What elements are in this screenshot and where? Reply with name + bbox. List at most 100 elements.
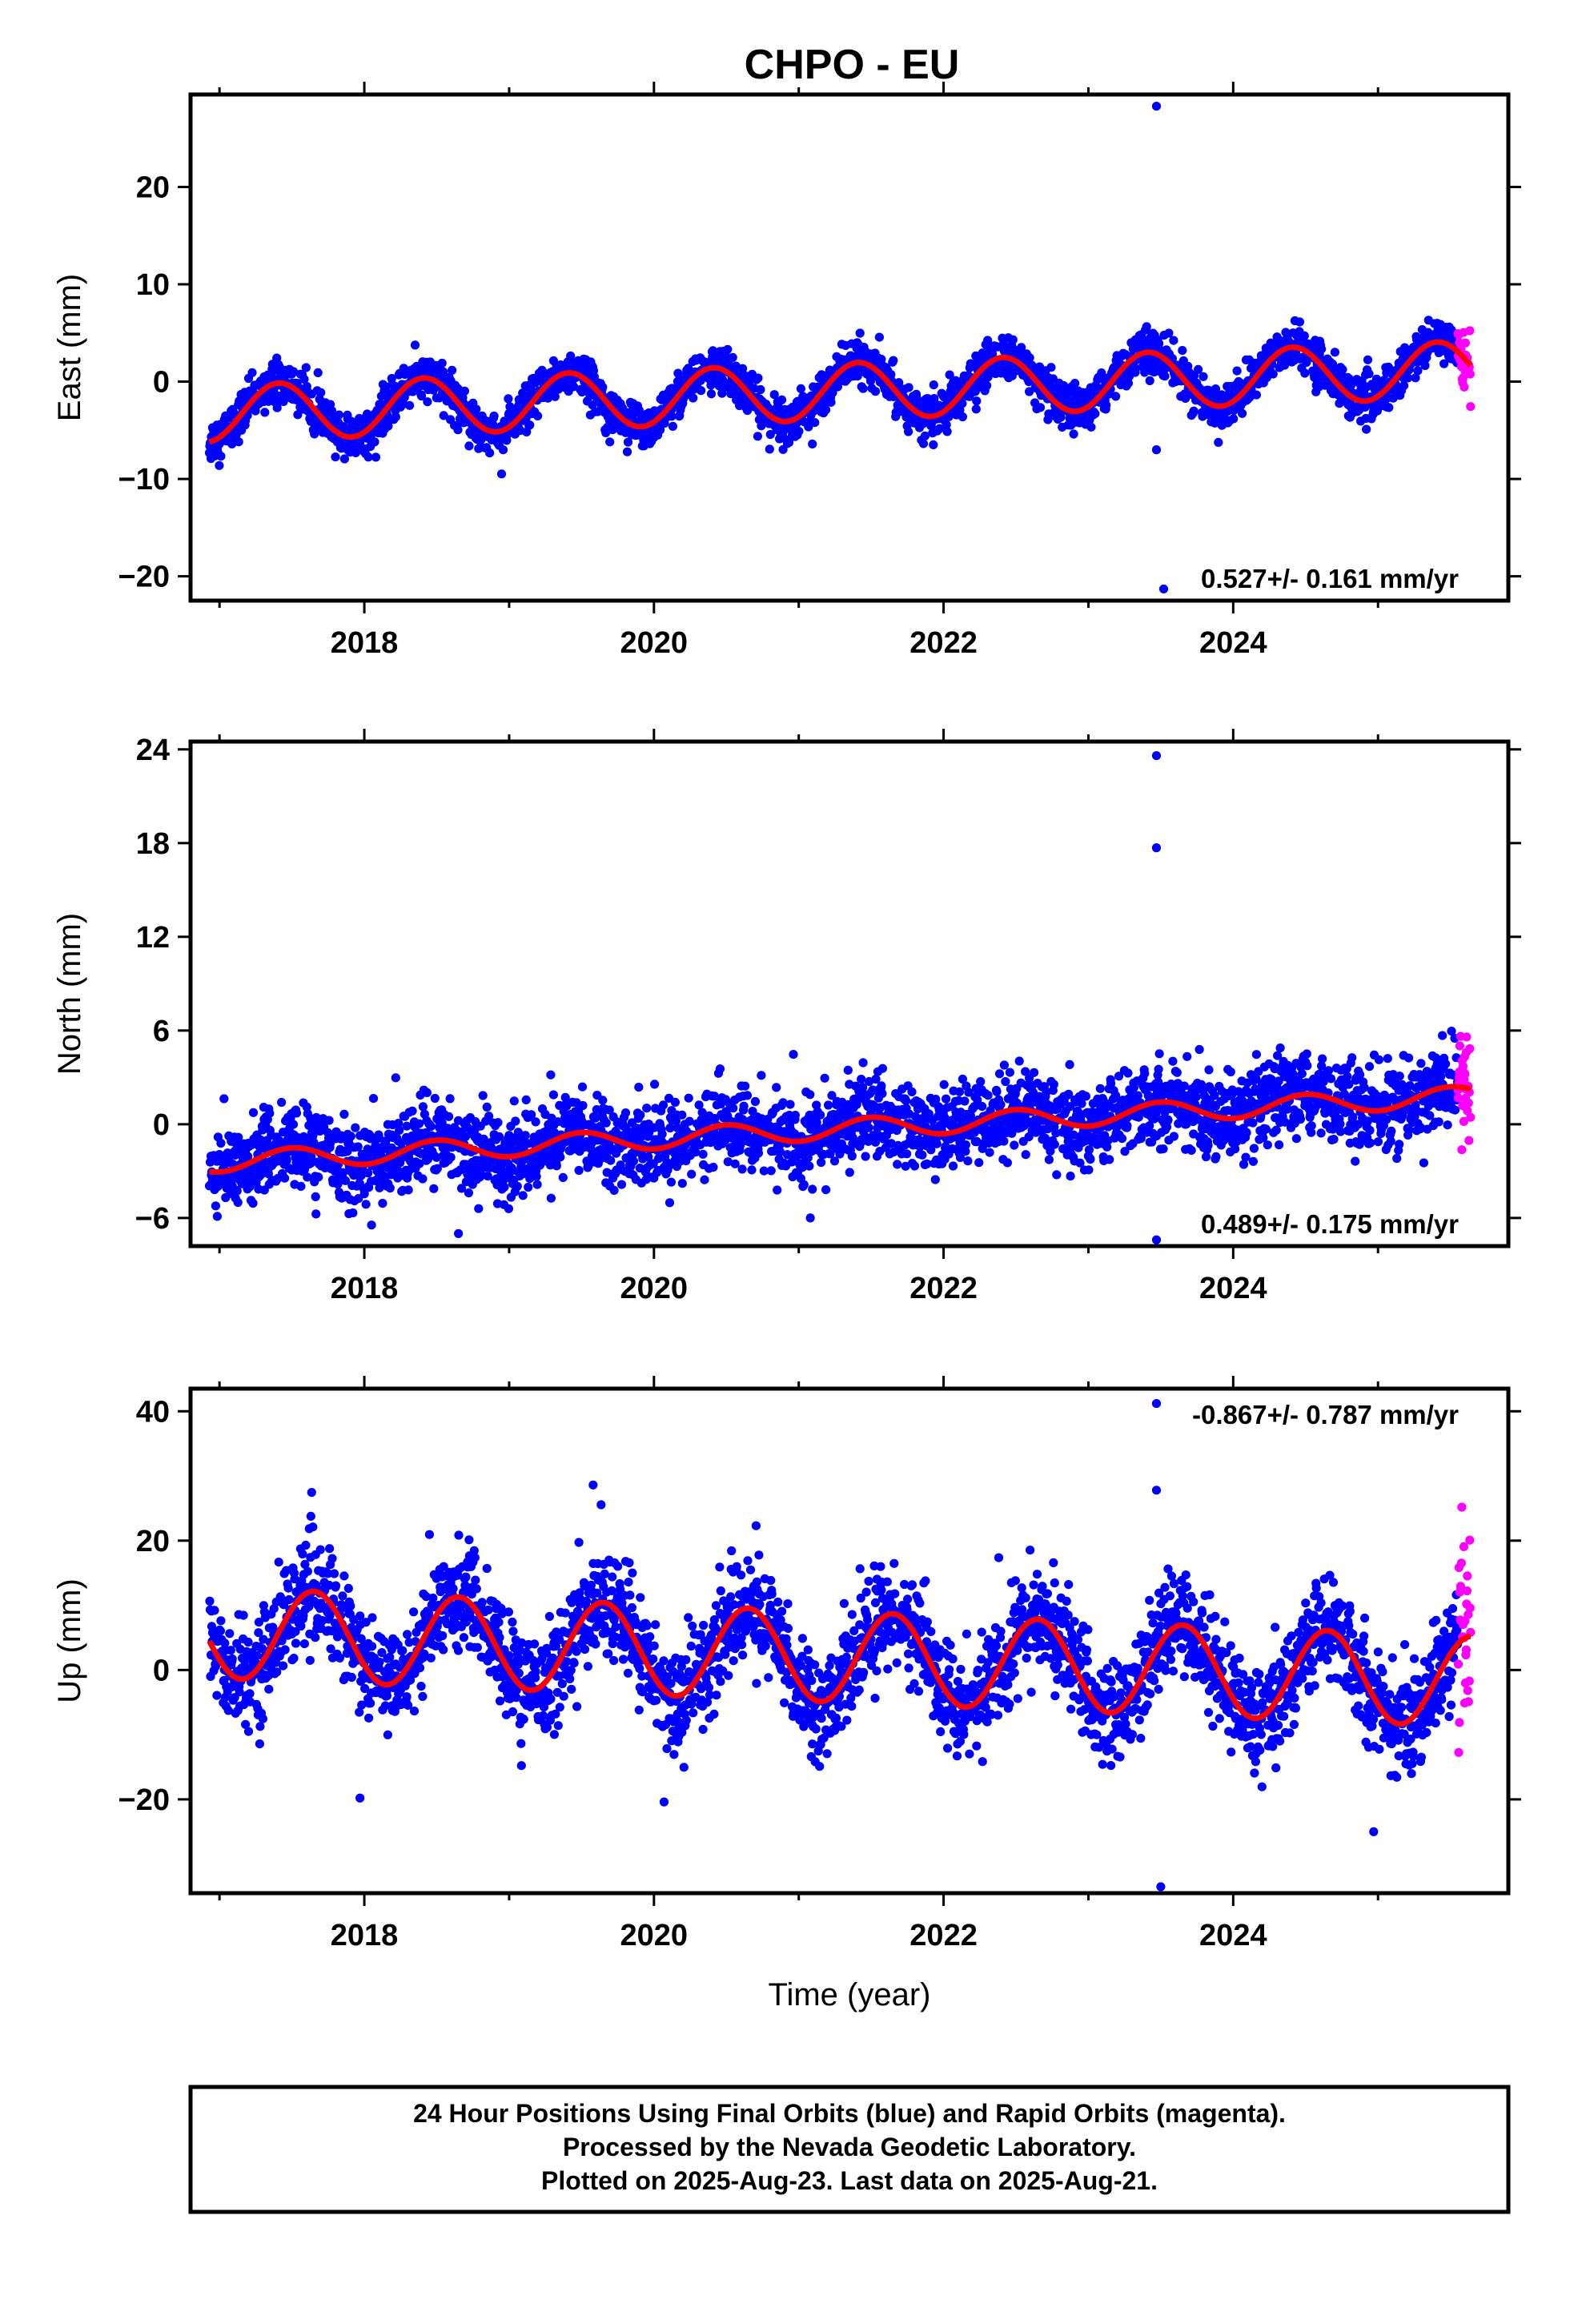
final-orbit-point bbox=[1075, 1158, 1085, 1168]
final-orbit-point bbox=[961, 1140, 970, 1150]
final-orbit-point bbox=[288, 1120, 299, 1129]
final-orbit-point bbox=[709, 1092, 720, 1101]
final-orbit-point bbox=[789, 1050, 798, 1059]
final-orbit-point bbox=[819, 1138, 829, 1148]
final-orbit-point bbox=[311, 1209, 321, 1219]
final-orbit-point bbox=[211, 1201, 220, 1211]
final-orbit-point bbox=[391, 412, 400, 422]
final-orbit-point bbox=[789, 1129, 800, 1139]
final-orbit-point bbox=[668, 421, 678, 432]
final-orbit-point bbox=[1070, 379, 1080, 388]
final-orbit-point bbox=[958, 412, 967, 422]
final-orbit-point bbox=[776, 1147, 785, 1156]
final-orbit-point bbox=[415, 1159, 424, 1168]
final-orbit-point bbox=[803, 1153, 813, 1163]
final-orbit-point bbox=[1084, 1165, 1094, 1175]
final-orbit-point bbox=[577, 1082, 588, 1092]
final-orbit-point bbox=[1021, 1067, 1030, 1076]
final-orbit-point bbox=[1245, 392, 1255, 402]
final-orbit-point bbox=[827, 1091, 837, 1100]
final-orbit-point bbox=[248, 1198, 258, 1208]
final-orbit-point bbox=[1081, 1092, 1090, 1101]
final-orbit-point bbox=[1384, 403, 1394, 412]
final-orbit-point bbox=[432, 1164, 442, 1173]
final-orbit-point bbox=[550, 392, 560, 401]
final-orbit-point bbox=[578, 1100, 588, 1111]
final-orbit-point bbox=[1123, 379, 1133, 388]
final-orbit-point bbox=[311, 1192, 320, 1201]
final-orbit-point bbox=[657, 1129, 667, 1139]
final-orbit-point bbox=[324, 1116, 334, 1125]
final-orbit-point bbox=[476, 1169, 486, 1179]
final-orbit-point bbox=[1007, 1128, 1017, 1138]
final-orbit-point bbox=[232, 1186, 242, 1196]
final-orbit-point bbox=[700, 1175, 709, 1184]
final-orbit-point bbox=[929, 440, 938, 450]
final-orbit-point bbox=[1317, 344, 1327, 354]
final-orbit-point bbox=[753, 373, 763, 383]
final-orbit-point bbox=[889, 1148, 898, 1157]
final-orbit-point bbox=[1194, 364, 1203, 374]
x-tick-label: 2018 bbox=[331, 626, 399, 660]
final-orbit-point bbox=[368, 1094, 379, 1104]
final-orbit-point bbox=[418, 1174, 428, 1184]
final-orbit-point bbox=[374, 1133, 384, 1143]
final-orbit-point bbox=[833, 1116, 843, 1126]
final-orbit-point bbox=[277, 1097, 287, 1108]
final-orbit-point bbox=[525, 420, 535, 430]
final-orbit-point bbox=[1012, 1098, 1022, 1108]
final-orbit-point bbox=[552, 1161, 561, 1171]
final-orbit-point bbox=[1001, 1077, 1010, 1087]
final-orbit-point bbox=[715, 1064, 725, 1074]
final-orbit-point bbox=[616, 1180, 627, 1189]
final-orbit-point bbox=[293, 410, 303, 420]
x-tick-label: 2022 bbox=[909, 626, 978, 660]
final-orbit-point bbox=[549, 1128, 560, 1137]
final-orbit-point bbox=[1169, 336, 1178, 345]
final-orbit-point bbox=[1005, 1068, 1014, 1077]
final-orbit-point bbox=[877, 1063, 887, 1073]
final-orbit-point bbox=[291, 1108, 302, 1118]
final-orbit-point bbox=[667, 412, 677, 421]
final-orbit-point bbox=[886, 1139, 896, 1148]
final-orbit-point bbox=[1014, 1056, 1024, 1066]
final-orbit-point bbox=[994, 1069, 1005, 1079]
final-orbit-point bbox=[757, 1071, 766, 1080]
final-orbit-point bbox=[371, 452, 381, 462]
final-orbit-point bbox=[1086, 1155, 1095, 1164]
east-y-axis-label: East (mm) bbox=[52, 274, 87, 421]
final-orbit-point bbox=[917, 1150, 927, 1160]
chart-title: CHPO - EU bbox=[745, 42, 960, 88]
final-orbit-point bbox=[444, 1112, 454, 1121]
final-orbit-point bbox=[658, 1100, 669, 1110]
rapid-orbit-point bbox=[1465, 369, 1475, 379]
final-orbit-point bbox=[902, 1149, 912, 1159]
final-orbit-point bbox=[753, 432, 763, 441]
final-orbit-point bbox=[1030, 1068, 1039, 1077]
final-orbit-point bbox=[1065, 1059, 1074, 1069]
final-orbit-point bbox=[616, 1160, 625, 1170]
final-orbit-point bbox=[533, 411, 543, 421]
final-orbit-point bbox=[1086, 422, 1096, 432]
final-orbit-point bbox=[971, 404, 981, 414]
final-orbit-point bbox=[1025, 353, 1034, 363]
final-orbit-point bbox=[598, 382, 608, 392]
final-orbit-point bbox=[889, 356, 898, 365]
final-orbit-point bbox=[796, 384, 806, 393]
final-orbit-point bbox=[1211, 417, 1220, 428]
final-orbit-point bbox=[723, 1157, 733, 1167]
final-orbit-point bbox=[805, 1090, 815, 1100]
final-orbit-point bbox=[972, 396, 982, 406]
final-orbit-point bbox=[361, 1200, 371, 1209]
final-orbit-point bbox=[446, 1152, 456, 1162]
final-orbit-point bbox=[784, 438, 794, 448]
final-orbit-point bbox=[855, 328, 865, 338]
final-orbit-point bbox=[1232, 366, 1242, 376]
final-orbit-point bbox=[302, 1102, 311, 1112]
final-orbit-point bbox=[1040, 1133, 1050, 1143]
final-orbit-point bbox=[644, 1152, 653, 1162]
final-orbit-point bbox=[602, 1168, 612, 1177]
final-orbit-point bbox=[448, 365, 457, 375]
final-orbit-point bbox=[845, 1168, 854, 1177]
final-orbit-point bbox=[1362, 424, 1371, 434]
